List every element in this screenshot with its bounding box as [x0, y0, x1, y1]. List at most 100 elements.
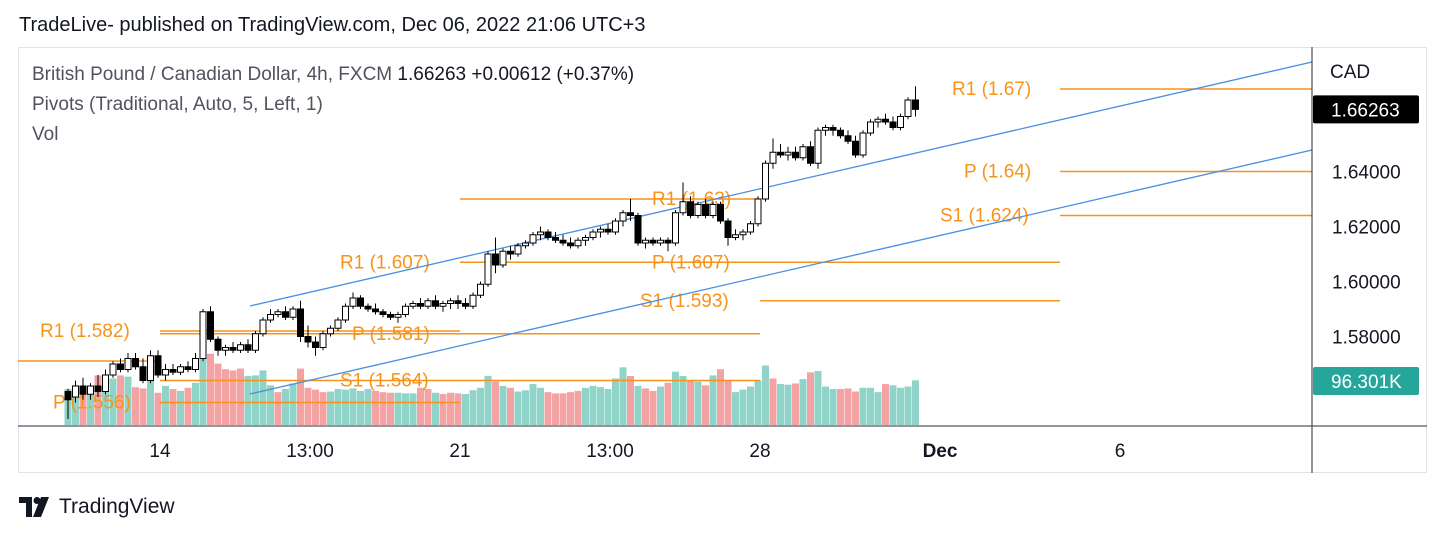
candle-body	[349, 297, 357, 307]
candle-body	[379, 311, 387, 315]
volume-bar	[537, 387, 544, 425]
volume-bar	[829, 389, 837, 425]
volume-bar	[417, 387, 424, 425]
volume-bar	[87, 385, 94, 425]
pivot-label: P (1.556)	[53, 393, 131, 414]
candle-body	[822, 127, 829, 131]
candle	[79, 377, 87, 400]
y-tick-label: 1.64000	[1332, 163, 1401, 184]
candle	[282, 306, 289, 320]
volume-bar	[214, 363, 222, 425]
candle	[559, 234, 567, 246]
candle-body	[117, 363, 124, 370]
footer-logo[interactable]: TradingView	[19, 494, 175, 520]
candle	[402, 303, 409, 318]
volume-bar	[447, 392, 454, 425]
candle-body	[694, 204, 702, 216]
volume-bar	[192, 382, 199, 425]
volume-bar	[792, 383, 799, 425]
candle-body	[619, 212, 627, 222]
candle	[499, 248, 507, 268]
candle	[274, 309, 282, 318]
candle	[214, 336, 222, 356]
volume-bar	[244, 376, 252, 425]
candle	[694, 201, 702, 219]
candle-body	[747, 223, 754, 233]
candle	[567, 237, 574, 249]
volume-bar	[387, 392, 394, 425]
candle	[544, 229, 552, 241]
volume-bar	[522, 390, 529, 425]
candle-body	[537, 231, 544, 236]
axes-layer: CAD 1.64000 1.62000 1.60000 1.58000 1.66263 96…	[18, 47, 1427, 473]
candle-body	[529, 234, 537, 244]
candle-body	[559, 239, 567, 244]
candle	[529, 232, 537, 246]
candle-body	[387, 314, 394, 318]
candle-body	[162, 369, 169, 376]
candle-body	[477, 283, 484, 296]
candle	[229, 342, 237, 353]
candle-body	[679, 201, 687, 214]
volume-bar	[394, 392, 402, 425]
volume-bar	[342, 389, 349, 425]
volume-bar	[612, 378, 619, 425]
volume-bar	[777, 384, 784, 425]
candle-body	[642, 239, 649, 244]
volume-bar	[867, 387, 874, 425]
volume-bar	[657, 386, 664, 425]
pivots-indicator-label[interactable]: Pivots (Traditional, Auto, 5, Left, 1)	[32, 94, 323, 115]
volume-bar	[897, 387, 904, 425]
volume-bar	[409, 393, 417, 425]
candle-body	[297, 308, 304, 337]
candle-body	[627, 212, 634, 216]
tradingview-logo-icon	[19, 497, 49, 517]
candle	[394, 311, 402, 323]
candle-body	[732, 234, 739, 238]
candle-body	[372, 308, 379, 313]
volume-bar	[312, 389, 319, 425]
volume-bar	[439, 394, 447, 425]
candle	[597, 226, 604, 238]
candle-body	[552, 237, 559, 241]
candle	[792, 146, 799, 161]
candle-body	[792, 151, 799, 159]
candle-body	[754, 198, 762, 225]
candle	[222, 344, 229, 356]
candle	[874, 116, 882, 128]
candle	[259, 317, 267, 337]
candle-body	[357, 297, 364, 307]
candle-body	[109, 363, 117, 376]
candle-body	[252, 333, 259, 351]
volume-indicator-label[interactable]: Vol	[32, 124, 59, 145]
candle	[192, 353, 199, 373]
volume-bar	[582, 387, 589, 425]
candle-body	[237, 344, 244, 351]
volume-bar	[229, 370, 237, 425]
x-tick-label: 28	[749, 441, 770, 462]
candle-body	[889, 121, 897, 128]
candle	[754, 196, 762, 227]
candle	[297, 300, 304, 342]
volume-bar	[627, 376, 634, 425]
volume-bar	[327, 391, 334, 425]
volume-bar	[319, 392, 327, 425]
volume-bar	[814, 371, 822, 425]
candle	[514, 243, 522, 257]
volume-bar	[177, 390, 184, 425]
candle-body	[522, 242, 529, 247]
candle-body	[882, 118, 889, 123]
candle-body	[769, 151, 777, 164]
candle	[409, 300, 417, 309]
candle-body	[492, 253, 499, 266]
volume-bar	[597, 387, 604, 425]
candle	[252, 331, 259, 353]
candle	[627, 199, 634, 221]
candle-body	[589, 231, 597, 238]
volume-bar	[462, 394, 469, 425]
candle	[769, 138, 777, 169]
pivots-layer: R1 (1.582) P (1.556) R1 (1.607) P (1.581) S1…	[18, 79, 1312, 414]
chart-frame	[18, 47, 1427, 473]
last-volume-badge-text: 96.301K	[1331, 372, 1402, 393]
